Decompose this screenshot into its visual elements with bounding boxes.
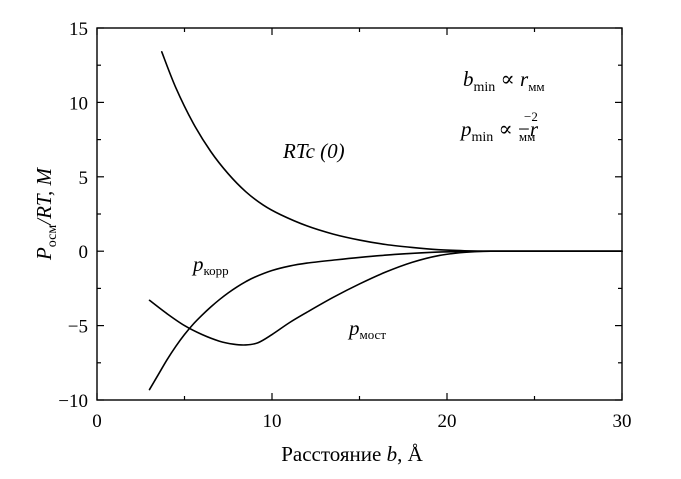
y-tick-label: −5	[68, 317, 88, 338]
x-tick-label: 20	[438, 411, 457, 432]
label-pmost: pмост	[347, 316, 386, 342]
x-tick-label: 0	[92, 411, 102, 432]
y-axis-tick-labels: −10 −5 0 5 10 15	[58, 19, 88, 412]
series-pmost-line	[148, 250, 623, 346]
y-tick-label: 10	[69, 93, 88, 114]
annotation-bmin: bmin ∝ rмм	[463, 67, 545, 95]
series-pkorr-line	[148, 250, 623, 391]
x-axis-tick-labels: 0 10 20 30	[92, 411, 631, 432]
y-tick-label: −10	[58, 391, 88, 412]
y-tick-label: 5	[79, 168, 89, 189]
y-tick-label: 0	[79, 242, 89, 263]
x-axis-ticks	[96, 28, 623, 400]
y-axis-title: Pосм/RT, М	[32, 166, 60, 261]
y-axis-ticks	[97, 27, 622, 401]
annotation-pmin: pmin ∝ −r−2 мм	[459, 109, 539, 145]
label-rtc0: RTc (0)	[282, 139, 345, 163]
x-tick-label: 30	[613, 411, 632, 432]
label-pkorr: pкорр	[191, 252, 229, 278]
x-axis-title: Расстояние b, Å	[281, 442, 423, 466]
x-tick-label: 10	[263, 411, 282, 432]
y-tick-label: 15	[69, 19, 88, 40]
series-rtc0-line	[160, 51, 623, 253]
